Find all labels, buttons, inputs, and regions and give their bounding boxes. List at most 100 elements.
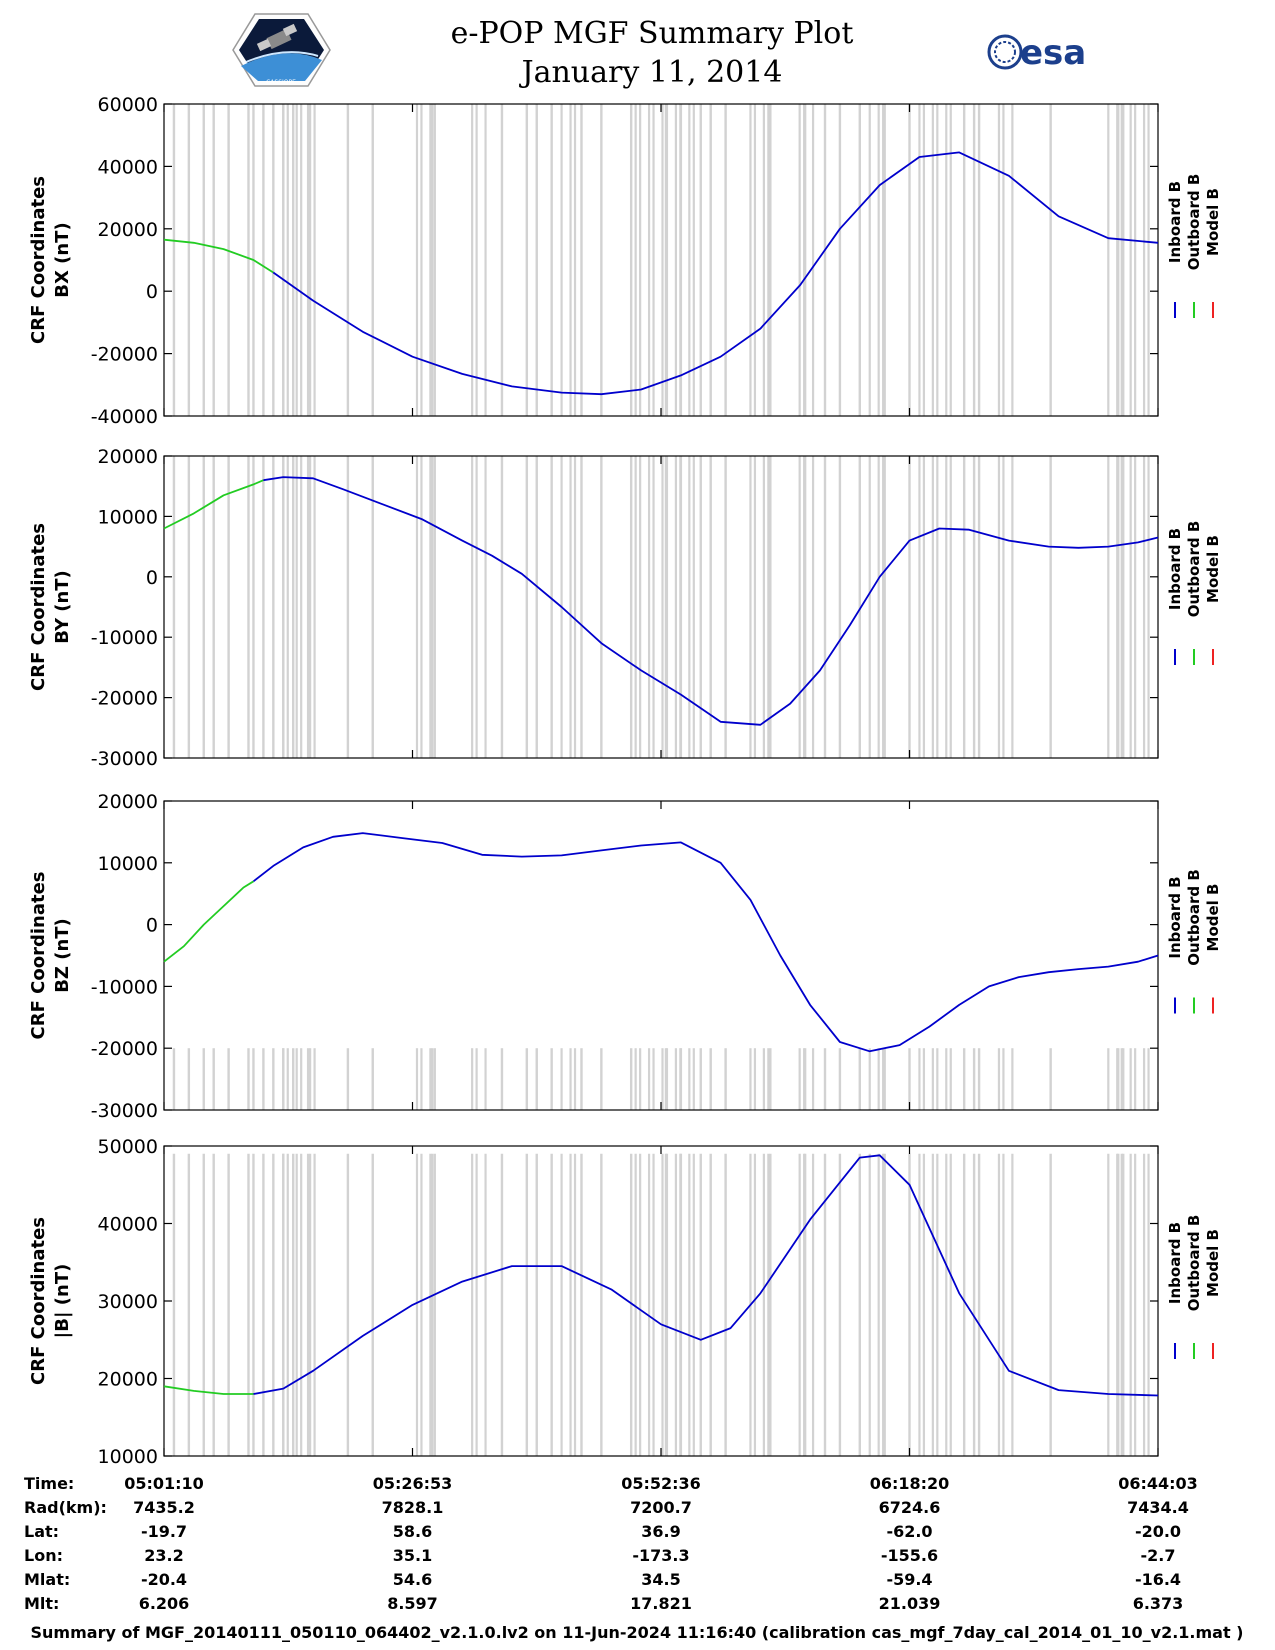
gap-band xyxy=(309,1048,312,1110)
gap-band xyxy=(600,1048,603,1110)
gap-band xyxy=(674,456,678,758)
gap-band xyxy=(883,1153,886,1456)
y-axis-label: CRF Coordinates xyxy=(28,872,49,1040)
gap-band xyxy=(295,1048,298,1110)
gap-band xyxy=(918,104,921,416)
gap-band xyxy=(679,1048,682,1110)
gap-band xyxy=(1142,1048,1146,1110)
gap-band xyxy=(172,104,176,416)
gap-band xyxy=(762,456,765,758)
info-cell: -2.7 xyxy=(1141,1546,1176,1565)
gap-band xyxy=(767,1153,770,1456)
gap-band xyxy=(1122,1048,1125,1110)
info-cell: 58.6 xyxy=(393,1522,432,1541)
legend-entry: Inboard B xyxy=(1166,876,1184,958)
gap-band xyxy=(415,456,419,758)
gap-band xyxy=(803,1048,806,1110)
data-gap-bands xyxy=(172,456,1150,758)
gap-band xyxy=(573,104,577,416)
gap-band xyxy=(692,1048,695,1110)
legend-entry: Model B xyxy=(1204,535,1222,603)
gap-band xyxy=(1049,456,1052,758)
gap-band xyxy=(573,1153,577,1456)
gap-band xyxy=(1002,1153,1005,1456)
y-tick-label: 40000 xyxy=(98,156,158,178)
gap-band xyxy=(753,1048,757,1110)
gap-band xyxy=(550,1048,553,1110)
gap-band xyxy=(931,104,934,416)
gap-band xyxy=(212,104,215,416)
gap-band xyxy=(634,104,637,416)
gap-band xyxy=(580,1048,583,1110)
gap-band xyxy=(692,1153,695,1456)
gap-band xyxy=(484,104,487,416)
gap-band xyxy=(908,1048,911,1110)
gap-band xyxy=(724,104,727,416)
y-tick-label: 0 xyxy=(146,915,158,937)
gap-band xyxy=(688,104,691,416)
footer-caption: Summary of MGF_20140111_050110_064402_v2… xyxy=(31,1623,1244,1642)
gap-band xyxy=(762,104,765,416)
gap-band xyxy=(550,104,553,416)
gap-band xyxy=(1134,104,1137,416)
gap-band xyxy=(962,104,966,416)
gap-band xyxy=(674,104,678,416)
y-tick-label: -30000 xyxy=(91,1100,158,1122)
gap-band xyxy=(295,104,298,416)
gap-band xyxy=(569,1048,572,1110)
gap-band xyxy=(313,104,316,416)
gap-band xyxy=(883,456,886,758)
info-row-label: Lat: xyxy=(24,1522,59,1541)
gap-band xyxy=(433,104,436,416)
gap-band xyxy=(272,1153,275,1456)
figure-title: e-POP MGF Summary Plot xyxy=(451,16,854,51)
gap-band xyxy=(811,104,815,416)
gap-band xyxy=(709,456,712,758)
gap-band xyxy=(1049,1153,1052,1456)
y-tick-label: -30000 xyxy=(91,748,158,770)
gap-band xyxy=(500,104,504,416)
gap-band xyxy=(639,1153,642,1456)
gap-band xyxy=(803,104,806,416)
gap-band xyxy=(769,1153,772,1456)
gap-band xyxy=(1011,104,1014,416)
gap-band xyxy=(858,104,861,416)
info-cell: 7434.4 xyxy=(1127,1498,1189,1517)
gap-band xyxy=(431,456,434,758)
gap-band xyxy=(674,1153,678,1456)
legend-entry: Model B xyxy=(1204,1229,1222,1297)
gap-band xyxy=(1142,104,1146,416)
figure-date: January 11, 2014 xyxy=(519,55,783,90)
gap-band xyxy=(767,104,770,416)
gap-band xyxy=(1049,1048,1052,1110)
gap-band xyxy=(882,1153,885,1456)
gap-band xyxy=(484,1153,487,1456)
gap-band xyxy=(300,104,303,416)
gap-band xyxy=(600,1153,603,1456)
gap-band xyxy=(767,456,770,758)
y-axis-label: CRF Coordinates xyxy=(28,176,49,344)
gap-band xyxy=(922,1048,926,1110)
y-axis-quantity: |B| (nT) xyxy=(52,1264,73,1339)
legend-entry: Outboard B xyxy=(1185,521,1203,618)
gap-band xyxy=(172,1153,176,1456)
gap-band xyxy=(300,456,303,758)
info-cell: 7200.7 xyxy=(630,1498,692,1517)
gap-band xyxy=(272,456,275,758)
gap-band xyxy=(292,456,295,758)
series-line-outboard-b xyxy=(163,238,274,274)
data-gap-bands xyxy=(172,1153,1150,1456)
gap-band xyxy=(227,456,230,758)
y-tick-label: -20000 xyxy=(91,688,158,710)
gap-band xyxy=(997,1048,1001,1110)
gap-band xyxy=(1122,1153,1125,1456)
gap-band xyxy=(868,1153,871,1456)
gap-band xyxy=(639,104,642,416)
gap-band xyxy=(661,104,664,416)
gap-band xyxy=(858,456,861,758)
y-axis-label: CRF Coordinates xyxy=(28,523,49,691)
gap-band xyxy=(212,1048,215,1110)
info-cell: 05:01:10 xyxy=(124,1474,204,1493)
gap-band xyxy=(415,1153,419,1456)
gap-band xyxy=(187,1048,191,1110)
